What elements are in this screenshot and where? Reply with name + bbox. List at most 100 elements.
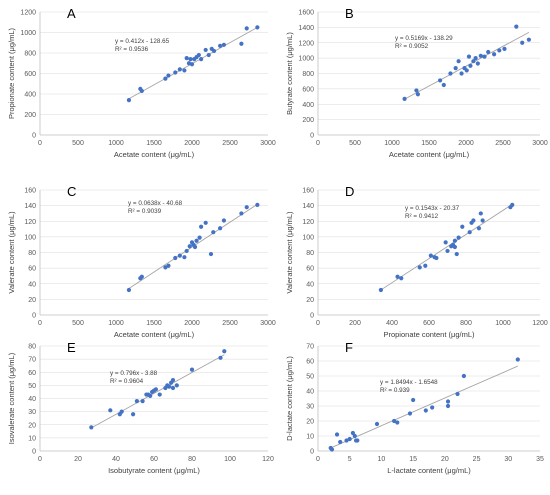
- x-tick-label: 500: [72, 320, 84, 327]
- y-tick-label: 140: [302, 203, 314, 210]
- chart-panel-a: 0 200 400 600 800 1000 1200 0 500 1000 1500 2000 250…: [7, 6, 276, 159]
- x-tick-label: 0: [38, 456, 42, 463]
- data-point: [502, 46, 507, 52]
- data-point: [452, 244, 457, 250]
- data-point: [455, 391, 460, 397]
- x-tick-label: 800: [460, 320, 472, 327]
- data-point: [139, 274, 144, 279]
- data-point: [347, 436, 352, 442]
- x-axis-title: Isobutyrate content (μg/mL): [108, 466, 200, 475]
- data-point: [182, 68, 187, 73]
- x-tick-label: 1000: [108, 140, 124, 147]
- y-tick-label: 20: [28, 297, 36, 304]
- y-tick-label: 800: [24, 51, 36, 58]
- x-tick-label: 30: [504, 456, 512, 463]
- x-tick-label: 60: [150, 456, 158, 463]
- x-tick-label: 2500: [222, 140, 238, 147]
- y-axis-title: Propionate content (μg/mL): [7, 27, 16, 119]
- data-point: [184, 248, 189, 254]
- y-tick-label: 40: [306, 389, 314, 396]
- data-point: [108, 408, 113, 413]
- data-point: [244, 26, 249, 31]
- y-tick-label: 400: [24, 92, 36, 99]
- y-tick-label: 400: [302, 102, 314, 109]
- y-tick-label: 40: [28, 396, 36, 403]
- y-axis-title: Valerate content (μg/mL): [285, 211, 294, 294]
- data-point: [222, 349, 227, 354]
- data-point: [189, 62, 195, 67]
- trend-equation: y = 0.0638x - 40.68: [128, 200, 183, 207]
- r-squared-label: R² = 0.9604: [110, 378, 144, 385]
- trend-equation: y = 0.1543x - 20.37: [405, 205, 460, 212]
- data-point: [454, 251, 459, 257]
- x-tick-label: 0: [316, 320, 320, 327]
- data-point: [140, 399, 145, 404]
- panel-label-c: C: [67, 184, 76, 199]
- data-point: [166, 263, 171, 268]
- data-point: [218, 43, 223, 48]
- x-tick-label: 1000: [384, 140, 400, 147]
- x-axis-title: Acetate content (μg/mL): [114, 330, 195, 339]
- data-point: [329, 447, 335, 452]
- data-point: [244, 205, 249, 210]
- data-point: [423, 263, 428, 268]
- data-point: [448, 71, 453, 76]
- x-tick-label: 2500: [222, 320, 238, 327]
- x-tick-label: 120: [262, 456, 274, 463]
- x-tick-label: 0: [316, 140, 320, 147]
- x-tick-label: 25: [473, 456, 481, 463]
- data-point: [468, 63, 473, 68]
- data-point: [167, 384, 172, 389]
- data-point: [187, 244, 192, 249]
- data-point: [402, 96, 407, 101]
- data-point: [476, 226, 482, 231]
- data-point: [170, 378, 176, 383]
- x-tick-label: 2000: [458, 140, 474, 147]
- y-tick-label: 10: [28, 435, 36, 442]
- data-point: [157, 392, 162, 397]
- data-point: [344, 438, 349, 443]
- x-tick-label: 3000: [260, 140, 276, 147]
- x-axis-title: Acetate content (μg/mL): [114, 150, 195, 159]
- data-point: [395, 420, 400, 425]
- data-point: [497, 48, 502, 53]
- x-tick-label: 10: [378, 456, 386, 463]
- y-tick-label: 0: [32, 133, 36, 140]
- r-squared-label: R² = 0.9039: [128, 208, 162, 215]
- y-tick-label: 70: [306, 344, 314, 351]
- panel-label-e: E: [67, 340, 76, 355]
- data-point: [480, 218, 485, 223]
- data-point: [395, 274, 400, 279]
- data-point: [239, 41, 244, 46]
- trendline: [91, 354, 225, 429]
- data-point: [173, 255, 178, 261]
- y-tick-label: 160: [302, 188, 314, 195]
- y-tick-label: 30: [28, 409, 36, 416]
- trend-equation: y = 0.412x - 128.65: [115, 38, 170, 45]
- panel-label-d: D: [345, 184, 354, 199]
- data-point: [197, 235, 202, 240]
- x-tick-label: 1200: [532, 320, 548, 327]
- data-point: [126, 98, 132, 103]
- data-point: [134, 399, 139, 404]
- x-tick-label: 20: [74, 456, 82, 463]
- y-tick-label: 20: [28, 422, 36, 429]
- y-tick-label: 60: [28, 370, 36, 377]
- x-tick-label: 400: [386, 320, 398, 327]
- panel-label-b: B: [345, 6, 354, 21]
- y-tick-label: 1200: [298, 40, 314, 47]
- y-tick-label: 80: [306, 250, 314, 257]
- data-point: [126, 287, 132, 293]
- data-point: [415, 92, 420, 97]
- x-axis-title: Propionate content (μg/mL): [383, 330, 475, 339]
- y-tick-label: 120: [24, 219, 36, 226]
- y-tick-label: 60: [28, 266, 36, 273]
- y-tick-label: 0: [32, 313, 36, 320]
- data-point: [196, 52, 201, 58]
- data-point: [378, 287, 383, 293]
- data-point: [177, 67, 182, 72]
- data-point: [153, 387, 158, 392]
- data-point: [166, 73, 171, 78]
- data-point: [464, 68, 469, 73]
